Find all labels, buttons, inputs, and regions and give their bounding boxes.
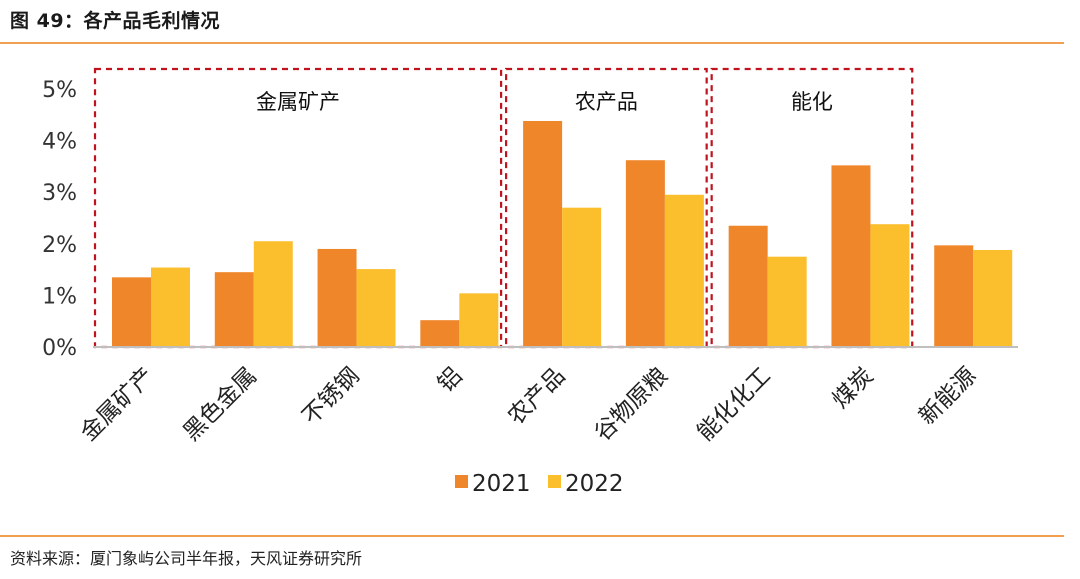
bar-2021-0 — [112, 277, 151, 347]
bar-2022-1 — [253, 241, 293, 347]
bar-2022-2 — [356, 269, 396, 347]
x-tick-label: 黑色金属 — [179, 363, 262, 446]
legend-swatch-2021 — [455, 475, 468, 488]
x-tick-label: 金属矿产 — [76, 363, 159, 446]
group-box-0 — [93, 67, 503, 349]
title-divider — [0, 42, 1064, 44]
bar-chart: 0%1%2%3%4%5% 金属矿产 农产品 能化 金属矿产 黑色金属 不锈钢铝农产品 谷物… — [42, 67, 1018, 497]
y-axis: 0% 1% 2% 3% 4% 5% — [42, 78, 77, 361]
legend: 2021 2022 — [455, 471, 624, 497]
group-label: 金属矿产 — [256, 90, 340, 114]
y-tick-label: 2% — [42, 233, 77, 258]
bar-2021-6 — [728, 225, 768, 347]
bar-2021-1 — [214, 272, 254, 347]
group-boxes: 金属矿产 农产品 能化 — [93, 67, 914, 349]
group-label: 能化 — [791, 90, 833, 114]
y-tick-label: 5% — [42, 78, 77, 103]
legend-label: 2022 — [565, 471, 624, 497]
source-divider — [0, 535, 1064, 537]
bar-2021-7 — [831, 165, 871, 347]
x-tick-label: 农产品 — [503, 363, 570, 430]
x-axis-labels: 金属矿产 黑色金属 不锈钢 铝农产品 谷物原粮 能化化工 煤炭 新能源 — [76, 363, 982, 446]
y-tick-label: 0% — [42, 336, 77, 361]
y-tick-label: 4% — [42, 130, 77, 155]
bars — [112, 120, 1013, 347]
x-tick-label: 不锈钢 — [298, 363, 365, 430]
bar-2021-5 — [625, 160, 665, 347]
x-tick-label: 铝 — [433, 363, 468, 398]
legend-label: 2021 — [472, 471, 531, 497]
bar-2022-7 — [870, 224, 910, 347]
bar-2022-8 — [973, 249, 1013, 347]
bar-2022-0 — [151, 267, 190, 347]
y-tick-label: 1% — [42, 284, 77, 309]
group-label: 农产品 — [575, 90, 638, 114]
group-box-2 — [710, 67, 914, 349]
bar-2021-8 — [934, 245, 974, 347]
figure-title: 图 49：各产品毛利情况 — [10, 10, 221, 32]
y-tick-label: 3% — [42, 181, 77, 206]
legend-swatch-2022 — [548, 475, 561, 488]
group-box-1 — [505, 67, 708, 349]
bar-2022-5 — [664, 194, 704, 347]
source-note: 资料来源：厦门象屿公司半年报，天风证券研究所 — [10, 549, 363, 568]
x-tick-label: 谷物原粮 — [590, 363, 673, 446]
bar-2022-4 — [562, 207, 602, 347]
bar-2021-4 — [523, 120, 563, 347]
bar-2021-2 — [317, 248, 357, 347]
bar-2022-3 — [459, 293, 499, 347]
bar-2022-6 — [767, 256, 807, 347]
x-tick-label: 煤炭 — [828, 363, 879, 414]
x-tick-label: 能化化工 — [692, 363, 775, 446]
bar-2021-3 — [420, 320, 460, 347]
x-tick-label: 新能源 — [914, 363, 981, 430]
